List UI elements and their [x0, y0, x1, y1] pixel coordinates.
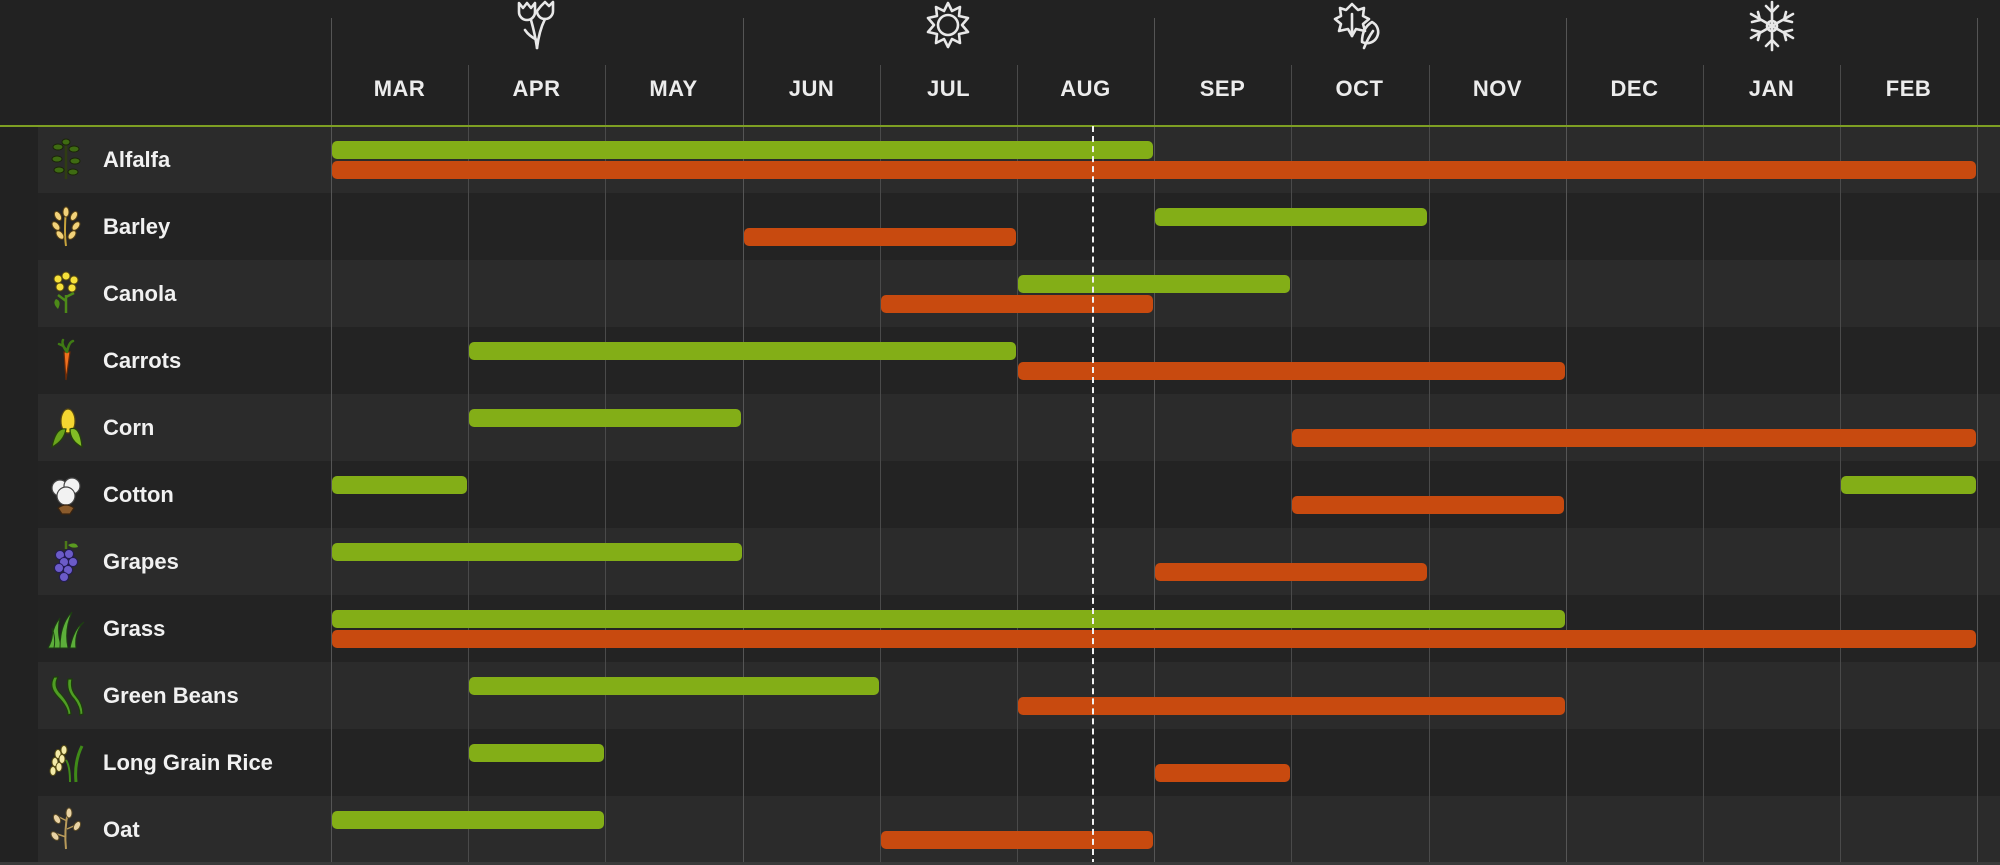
carrot-icon [46, 338, 86, 382]
crop-row [38, 729, 2000, 796]
harvest-bar[interactable] [1155, 764, 1290, 782]
harvest-bar[interactable] [1292, 429, 1976, 447]
harvest-bar[interactable] [881, 295, 1153, 313]
crop-row [38, 595, 2000, 662]
summer-sun-icon [920, 0, 976, 52]
crop-name[interactable]: Canola [103, 281, 177, 306]
corn-icon [46, 405, 86, 449]
crop-row [38, 662, 2000, 729]
planting-bar[interactable] [332, 543, 742, 561]
month-label: APR [512, 76, 561, 101]
green-beans-icon [46, 673, 86, 717]
harvest-bar[interactable] [744, 228, 1016, 246]
crop-name[interactable]: Barley [103, 214, 171, 239]
crop-name[interactable]: Grass [103, 616, 166, 641]
oat-icon [46, 807, 86, 851]
crop-name[interactable]: Corn [103, 415, 155, 440]
crop-row [38, 327, 2000, 394]
bottom-border [0, 862, 2000, 865]
month-gridline [1703, 65, 1704, 862]
month-label: MAR [373, 76, 426, 101]
month-label: JUL [926, 76, 971, 101]
month-gridline [1154, 18, 1155, 862]
month-gridline [743, 18, 744, 862]
planting-bar[interactable] [332, 610, 1565, 628]
spring-flower-icon [509, 0, 565, 52]
planting-bar[interactable] [1018, 275, 1290, 293]
crop-name[interactable]: Cotton [103, 482, 174, 507]
crop-name[interactable]: Green Beans [103, 683, 239, 708]
month-gridline [1840, 65, 1841, 862]
crop-row [38, 796, 2000, 863]
month-gridline [1017, 65, 1018, 862]
month-gridline [468, 65, 469, 862]
harvest-bar[interactable] [1018, 362, 1565, 380]
fall-leaves-icon [1332, 0, 1388, 52]
month-label: JUN [788, 76, 835, 101]
month-label: NOV [1472, 76, 1523, 101]
alfalfa-icon [46, 137, 86, 181]
month-label: FEB [1885, 76, 1932, 101]
grapes-icon [46, 539, 86, 583]
crop-row [38, 394, 2000, 461]
grass-icon [46, 606, 86, 650]
planting-bar[interactable] [1155, 208, 1427, 226]
canola-icon [46, 271, 86, 315]
month-label: AUG [1060, 76, 1111, 101]
month-label: DEC [1610, 76, 1659, 101]
month-gridline [331, 18, 332, 862]
month-label: JAN [1748, 76, 1795, 101]
month-gridline [605, 65, 606, 862]
crop-name[interactable]: Oat [103, 817, 140, 842]
crop-row [38, 528, 2000, 595]
planting-bar[interactable] [469, 677, 879, 695]
planting-bar[interactable] [469, 744, 604, 762]
month-gridline [1977, 18, 1978, 862]
rice-icon [46, 740, 86, 784]
header-divider [0, 125, 2000, 127]
harvest-bar[interactable] [332, 161, 1976, 179]
crop-row [38, 461, 2000, 528]
planting-bar[interactable] [469, 342, 1016, 360]
harvest-bar[interactable] [1018, 697, 1565, 715]
crop-name[interactable]: Long Grain Rice [103, 750, 273, 775]
crop-row [38, 260, 2000, 327]
month-label: MAY [649, 76, 698, 101]
planting-bar[interactable] [332, 476, 467, 494]
month-label: SEP [1199, 76, 1246, 101]
crop-name[interactable]: Carrots [103, 348, 182, 373]
month-label: OCT [1335, 76, 1384, 101]
planting-bar[interactable] [332, 811, 604, 829]
month-gridline [1291, 65, 1292, 862]
crop-name[interactable]: Grapes [103, 549, 179, 574]
crop-name[interactable]: Alfalfa [103, 147, 171, 172]
harvest-bar[interactable] [881, 831, 1153, 849]
harvest-bar[interactable] [332, 630, 1976, 648]
crop-row [38, 193, 2000, 260]
planting-bar[interactable] [1841, 476, 1976, 494]
cotton-icon [46, 472, 86, 516]
winter-snowflake-icon [1744, 0, 1800, 52]
today-marker [1092, 126, 1094, 865]
planting-bar[interactable] [332, 141, 1153, 159]
harvest-bar[interactable] [1155, 563, 1427, 581]
barley-icon [46, 204, 86, 248]
month-gridline [1429, 65, 1430, 862]
planting-bar[interactable] [469, 409, 741, 427]
harvest-bar[interactable] [1292, 496, 1564, 514]
crop-row [38, 126, 2000, 193]
month-gridline [880, 65, 881, 862]
